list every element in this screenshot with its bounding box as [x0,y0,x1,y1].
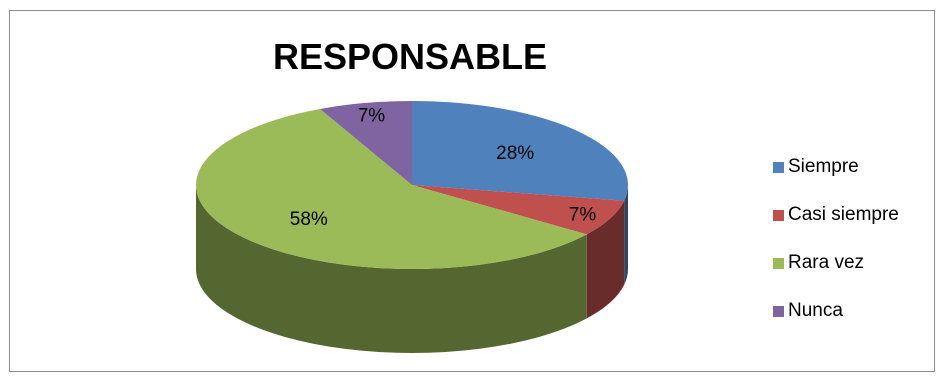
pie-side-siempre [624,185,628,285]
legend-item-rara-vez: Rara vez [773,251,899,275]
data-label-rara-vez: 58% [290,209,328,230]
pie-slice-rara-vez [196,108,587,269]
legend-swatch-casi-siempre [773,209,784,221]
data-label-casi-siempre: 7% [569,205,597,226]
legend-item-siempre: Siempre [773,155,899,179]
pie-slice-casi-siempre [412,185,625,235]
legend-swatch-siempre [773,161,784,173]
legend-label-casi-siempre: Casi siempre [788,204,899,225]
pie-side-casi-siempre [586,200,625,319]
pie-side-walls [196,185,628,354]
chart-title: RESPONSABLE [272,36,548,77]
legend-label-nunca: Nunca [788,300,843,321]
legend-item-nunca: Nunca [773,299,899,323]
pie-slice-siempre [412,101,629,201]
pie-top-faces [196,101,629,269]
data-label-siempre: 28% [496,143,534,164]
legend-swatch-nunca [773,305,784,317]
legend-item-casi-siempre: Casi siempre [773,203,899,227]
pie-side-rara-vez [196,185,587,354]
pie-slice-nunca [320,101,412,185]
chart-legend: Siempre Casi siempre Rara vez Nunca [773,155,899,347]
legend-swatch-rara-vez [773,257,784,269]
legend-label-rara-vez: Rara vez [788,252,865,273]
legend-label-siempre: Siempre [788,156,859,177]
data-label-nunca: 7% [358,105,386,126]
pie-data-labels: 28% 7% 58% 7% [290,105,597,230]
